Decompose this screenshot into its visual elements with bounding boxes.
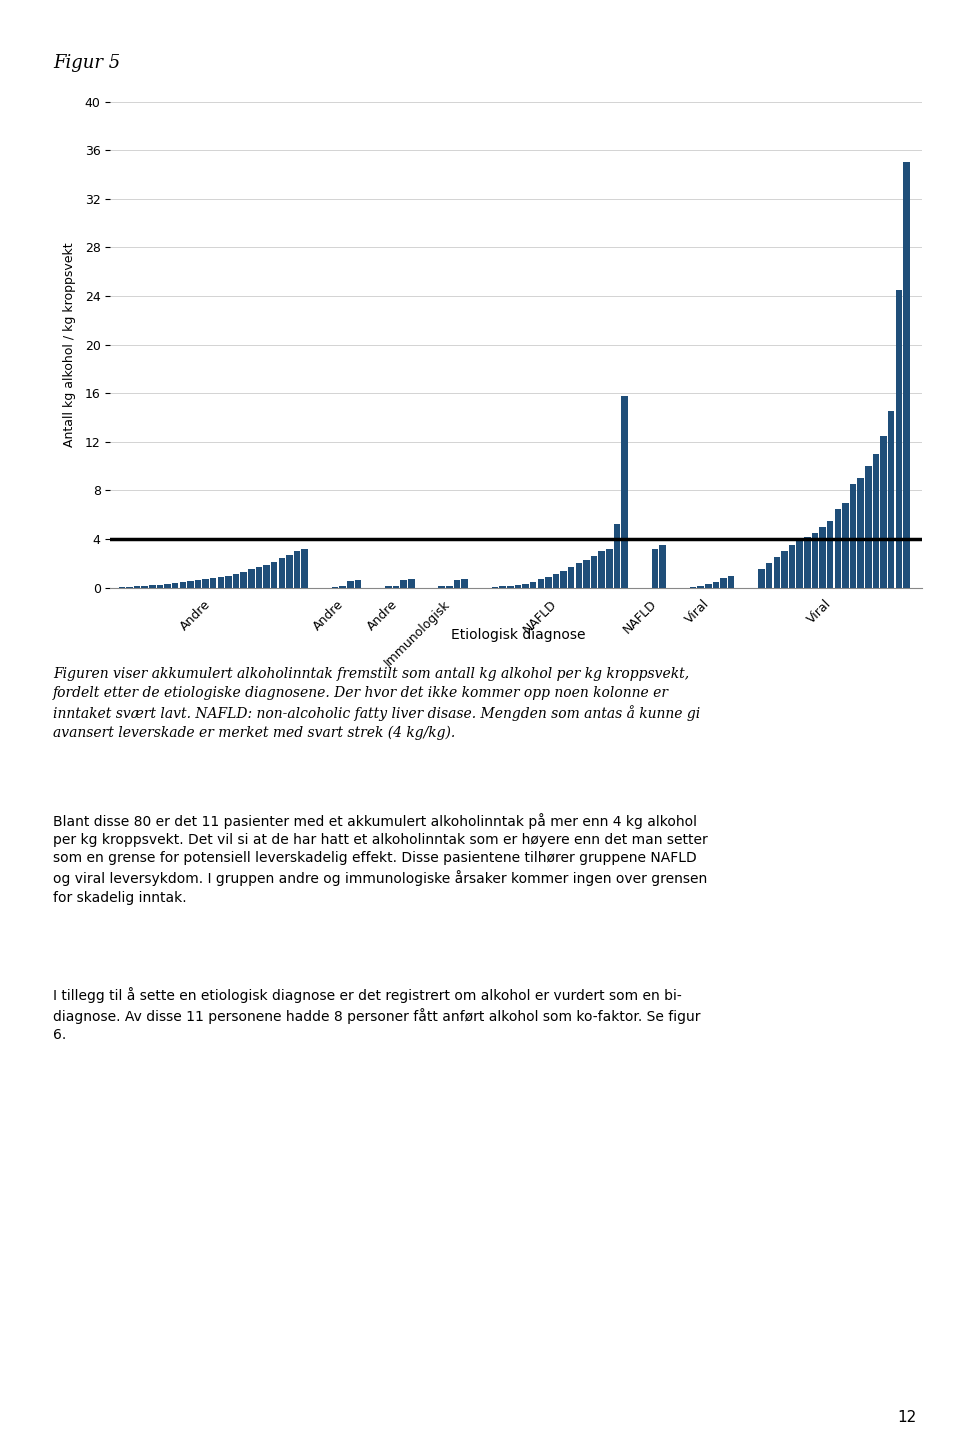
Bar (462, 579, 468, 588)
Bar (819, 527, 826, 588)
Bar (400, 580, 407, 588)
Bar (590, 556, 597, 588)
Bar (880, 435, 887, 588)
Bar (218, 576, 224, 588)
Bar (538, 579, 544, 588)
Bar (187, 580, 194, 588)
Bar (712, 582, 719, 588)
Bar (164, 583, 171, 588)
Bar (195, 580, 202, 588)
Bar (705, 583, 711, 588)
Bar (354, 580, 361, 588)
Bar (263, 564, 270, 588)
Bar (248, 569, 254, 588)
Text: 12: 12 (898, 1410, 917, 1425)
Bar (606, 548, 612, 588)
Bar (286, 554, 293, 588)
Bar (834, 509, 841, 588)
Bar (226, 576, 231, 588)
Bar (850, 485, 856, 588)
Y-axis label: Antall kg alkohol / kg kroppsvekt: Antall kg alkohol / kg kroppsvekt (63, 242, 77, 447)
Bar (203, 579, 209, 588)
Bar (233, 575, 239, 588)
Bar (888, 412, 895, 588)
Bar (728, 576, 734, 588)
Bar (789, 546, 795, 588)
Bar (149, 585, 156, 588)
Bar (812, 533, 818, 588)
Bar (781, 551, 788, 588)
Bar (522, 583, 529, 588)
Bar (660, 546, 666, 588)
Bar (294, 551, 300, 588)
Bar (758, 569, 765, 588)
Bar (278, 559, 285, 588)
Bar (797, 541, 803, 588)
Bar (393, 586, 399, 588)
Bar (172, 583, 179, 588)
Bar (857, 479, 864, 588)
Bar (613, 524, 620, 588)
Bar (804, 537, 810, 588)
Bar (530, 582, 537, 588)
Bar (507, 586, 514, 588)
Bar (156, 585, 163, 588)
Text: I tillegg til å sette en etiologisk diagnose er det registrert om alkohol er vur: I tillegg til å sette en etiologisk diag… (53, 987, 700, 1042)
Bar (553, 575, 560, 588)
Bar (873, 454, 879, 588)
Bar (896, 290, 902, 588)
Bar (408, 579, 415, 588)
Bar (774, 557, 780, 588)
Bar (454, 580, 460, 588)
Bar (621, 396, 628, 588)
Bar (576, 563, 582, 588)
Bar (240, 572, 247, 588)
Bar (720, 577, 727, 588)
Bar (842, 502, 849, 588)
Text: Figur 5: Figur 5 (53, 54, 120, 71)
Bar (903, 163, 910, 588)
Bar (446, 586, 452, 588)
Bar (271, 562, 277, 588)
Bar (348, 580, 353, 588)
Bar (568, 567, 574, 588)
Bar (210, 577, 216, 588)
Bar (598, 551, 605, 588)
Bar (141, 586, 148, 588)
Bar (584, 560, 589, 588)
Text: Figuren viser akkumulert alkoholinntak fremstilt som antall kg alkohol per kg kr: Figuren viser akkumulert alkoholinntak f… (53, 667, 700, 740)
Bar (180, 582, 186, 588)
Bar (340, 586, 346, 588)
Bar (652, 548, 659, 588)
Bar (301, 548, 308, 588)
Bar (827, 521, 833, 588)
Bar (766, 563, 773, 588)
Text: Etiologisk diagnose: Etiologisk diagnose (451, 628, 586, 643)
Bar (561, 570, 566, 588)
Text: Blant disse 80 er det 11 pasienter med et akkumulert alkoholinntak på mer enn 4 : Blant disse 80 er det 11 pasienter med e… (53, 813, 708, 905)
Bar (545, 576, 552, 588)
Bar (255, 567, 262, 588)
Bar (515, 585, 521, 588)
Bar (865, 466, 872, 588)
